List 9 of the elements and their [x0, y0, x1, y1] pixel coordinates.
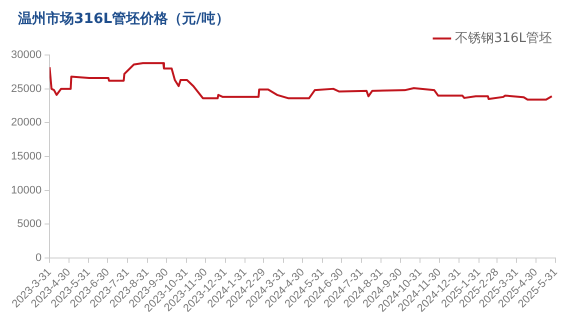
chart-title: 温州市场316L管坯价格（元/吨） — [17, 10, 230, 28]
y-tick-label: 0 — [35, 252, 42, 264]
legend-label: 不锈钢316L管坯 — [454, 30, 552, 46]
y-tick-label: 15000 — [10, 150, 42, 162]
y-tick-label: 25000 — [10, 82, 42, 95]
y-tick-label: 5000 — [17, 218, 42, 230]
y-tick-label: 10000 — [10, 184, 42, 196]
y-tick-label: 20000 — [10, 116, 42, 129]
y-tick-label: 30000 — [10, 49, 42, 62]
